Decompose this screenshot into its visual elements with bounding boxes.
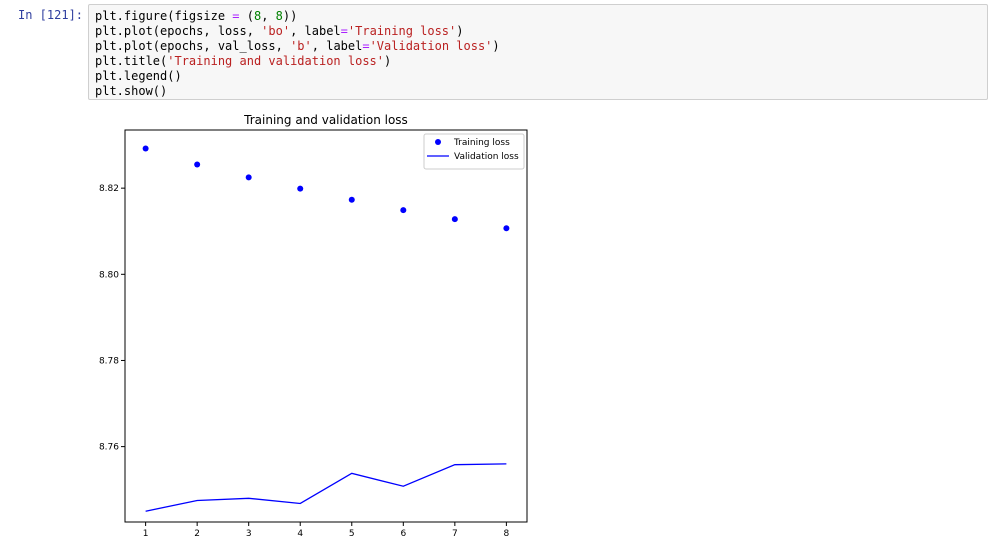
code-token: 'bo' — [261, 24, 291, 38]
chart-title: Training and validation loss — [243, 113, 408, 127]
x-tick-label: 6 — [400, 529, 406, 539]
code-token: plt.title( — [95, 54, 168, 68]
input-prompt: In [121]: — [18, 8, 84, 22]
legend-marker-training — [435, 139, 441, 145]
code-token: 'Training loss' — [347, 24, 457, 38]
training-loss-point — [194, 161, 201, 168]
code-token: ) — [384, 54, 392, 68]
code-token: )) — [282, 9, 298, 23]
x-tick-label: 7 — [452, 529, 458, 539]
code-token: ) — [492, 39, 500, 53]
code-token: plt.show() — [95, 84, 168, 98]
code-token: = — [362, 39, 370, 53]
code-token: , — [261, 9, 276, 23]
code-token: 'b' — [290, 39, 312, 53]
x-tick-label: 1 — [143, 529, 149, 539]
code-token: , label — [290, 24, 341, 38]
x-tick-label: 5 — [349, 529, 355, 539]
y-tick-label: 8.78 — [99, 356, 119, 366]
code-token: 8 — [253, 9, 262, 23]
code-token: ) — [456, 24, 464, 38]
loss-chart: Training and validation loss 8.76 8.78 8.8… — [99, 113, 528, 539]
training-loss-point — [348, 196, 355, 203]
code-token: = — [340, 24, 348, 38]
code-line: plt.legend() — [95, 69, 987, 84]
code-token: 'Validation loss' — [369, 39, 493, 53]
y-axis: 8.76 8.78 8.80 8.82 — [99, 184, 125, 453]
training-loss-point — [451, 216, 458, 223]
code-token: , label — [311, 39, 363, 53]
code-token: plt.legend() — [95, 69, 182, 83]
y-tick-label: 8.76 — [99, 443, 119, 453]
x-tick-label: 3 — [246, 529, 252, 539]
y-tick-label: 8.82 — [99, 184, 119, 194]
training-loss-point — [503, 225, 510, 232]
code-token: 8 — [275, 9, 283, 23]
code-line: plt.plot(epochs, loss, 'bo', label='Trai… — [95, 24, 987, 39]
plot-frame — [124, 129, 528, 523]
code-line: plt.plot(epochs, val_loss, 'b', label='V… — [95, 39, 987, 54]
series-layer — [142, 145, 510, 512]
training-loss-point — [142, 145, 149, 152]
code-token: plt.plot(epochs, val_loss, — [95, 39, 291, 53]
x-tick-label: 8 — [504, 529, 510, 539]
code-token: = — [232, 9, 240, 23]
training-loss-point — [400, 207, 407, 214]
code-line: plt.figure(figsize = (8, 8)) — [95, 9, 987, 24]
code-token: ( — [239, 9, 254, 23]
legend-label-training: Training loss — [453, 138, 510, 148]
code-line: plt.show() — [95, 84, 987, 99]
code-editor[interactable]: plt.figure(figsize = (8, 8)) plt.plot(epo… — [88, 4, 988, 100]
x-tick-label: 4 — [297, 529, 303, 539]
x-tick-label: 2 — [194, 529, 200, 539]
legend-label-validation: Validation loss — [454, 152, 519, 162]
output-area: Training and validation loss 8.76 8.78 8.8… — [88, 106, 538, 546]
code-token: 'Training and validation loss' — [167, 54, 384, 68]
legend-box — [423, 133, 525, 170]
code-token: plt.plot(epochs, loss, — [95, 24, 262, 38]
legend: Training loss Validation loss — [423, 133, 525, 170]
code-line: plt.title('Training and validation loss'… — [95, 54, 987, 69]
validation-loss-line — [145, 463, 507, 512]
training-loss-point — [245, 174, 252, 181]
x-axis: 1 2 3 4 5 6 7 8 — [143, 522, 510, 539]
y-tick-label: 8.80 — [99, 270, 119, 280]
code-token: plt.figure(figsize — [95, 9, 233, 23]
training-loss-point — [297, 185, 304, 192]
